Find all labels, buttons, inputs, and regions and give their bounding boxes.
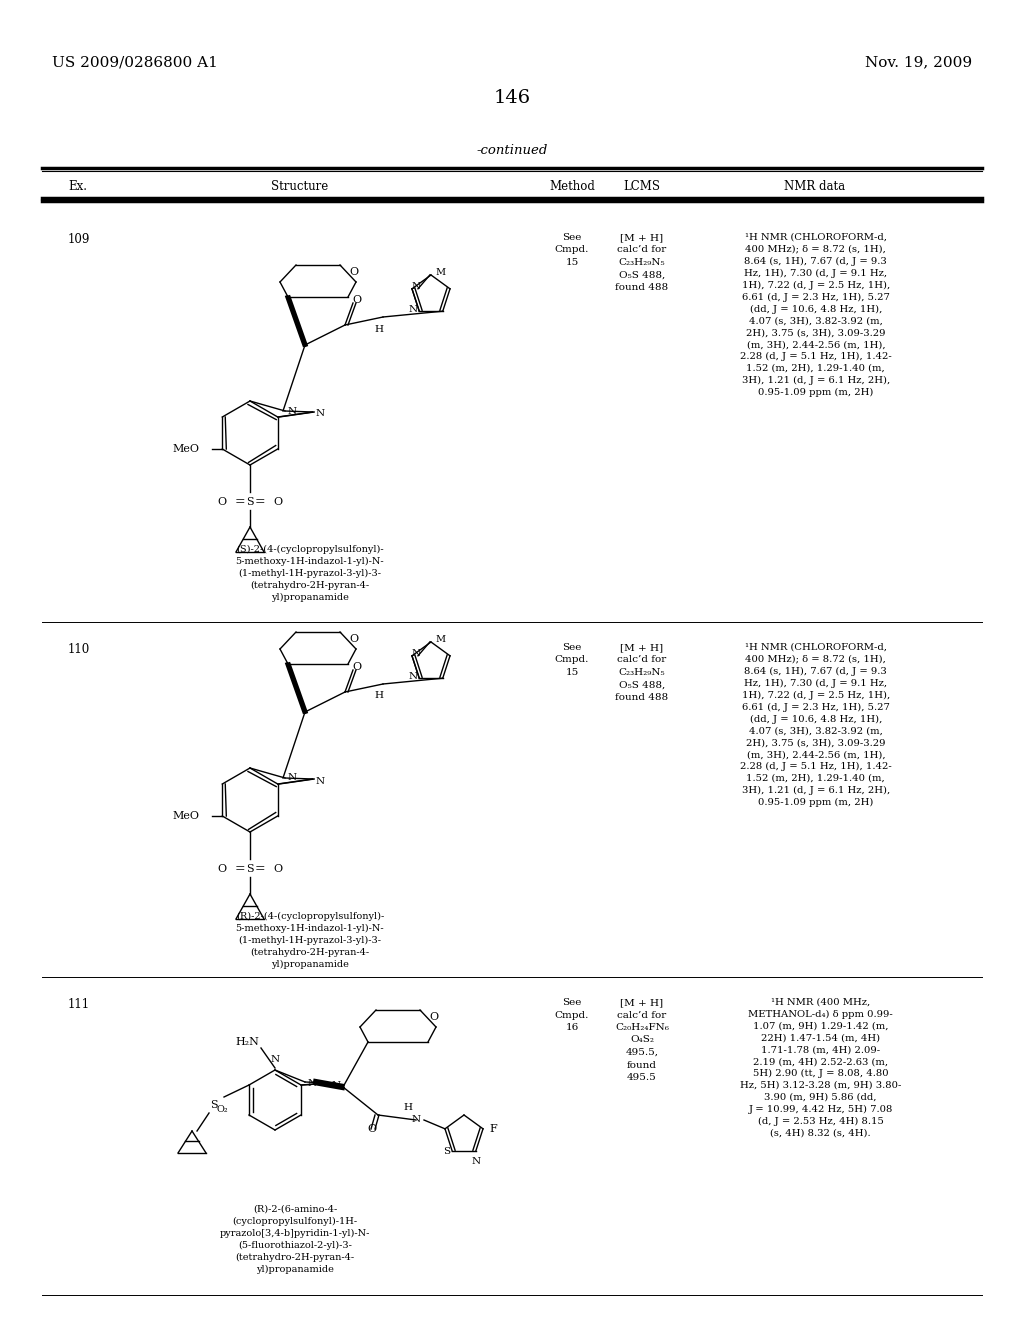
Text: O: O (273, 498, 283, 507)
Text: ¹H NMR (400 MHz,
METHANOL-d₄) δ ppm 0.99-
1.07 (m, 9H) 1.29-1.42 (m,
22H) 1.47-1: ¹H NMR (400 MHz, METHANOL-d₄) δ ppm 0.99… (740, 998, 901, 1138)
Text: US 2009/0286800 A1: US 2009/0286800 A1 (52, 55, 218, 69)
Text: =: = (255, 862, 265, 875)
Text: O₂: O₂ (216, 1106, 227, 1114)
Text: 146: 146 (494, 88, 530, 107)
Text: 111: 111 (68, 998, 90, 1011)
Text: Nov. 19, 2009: Nov. 19, 2009 (865, 55, 972, 69)
Text: MeO: MeO (173, 810, 200, 821)
Text: M: M (435, 268, 445, 277)
Text: =: = (234, 862, 246, 875)
Text: O: O (217, 865, 226, 874)
Text: LCMS: LCMS (624, 180, 660, 193)
Text: N: N (270, 1056, 280, 1064)
Text: O: O (273, 865, 283, 874)
Text: N: N (412, 1114, 421, 1123)
Text: MeO: MeO (173, 444, 200, 454)
Text: N: N (412, 282, 421, 292)
Text: S: S (246, 498, 254, 507)
Text: O: O (368, 1125, 377, 1134)
Text: =: = (255, 495, 265, 508)
Text: H: H (375, 692, 384, 701)
Text: S: S (246, 865, 254, 874)
Text: See
Cmpd.
15: See Cmpd. 15 (555, 234, 589, 267)
Text: NMR data: NMR data (784, 180, 846, 193)
Text: See
Cmpd.
16: See Cmpd. 16 (555, 998, 589, 1032)
Text: N: N (315, 776, 325, 785)
Text: (S)-2-(4-(cyclopropylsulfonyl)-
5-methoxy-1H-indazol-1-yl)-N-
(1-methyl-1H-pyraz: (S)-2-(4-(cyclopropylsulfonyl)- 5-methox… (236, 545, 384, 602)
Text: H: H (403, 1104, 413, 1113)
Text: [M + H]
calc’d for
C₂₀H₂₄FN₆
O₄S₂
495.5,
found
495.5: [M + H] calc’d for C₂₀H₂₄FN₆ O₄S₂ 495.5,… (615, 998, 669, 1082)
Text: N: N (332, 1081, 341, 1089)
Text: [M + H]
calc’d for
C₂₃H₂₉N₅
O₅S 488,
found 488: [M + H] calc’d for C₂₃H₂₉N₅ O₅S 488, fou… (615, 234, 669, 292)
Text: N: N (315, 409, 325, 418)
Text: N: N (307, 1080, 316, 1089)
Text: ¹H NMR (CHLOROFORM-d,
400 MHz); δ = 8.72 (s, 1H),
8.64 (s, 1H), 7.67 (d, J = 9.3: ¹H NMR (CHLOROFORM-d, 400 MHz); δ = 8.72… (740, 234, 892, 397)
Text: N: N (288, 774, 297, 783)
Text: O: O (349, 634, 358, 644)
Text: -continued: -continued (476, 144, 548, 157)
Text: N: N (412, 649, 421, 659)
Text: H: H (375, 325, 384, 334)
Text: (R)-2-(6-amino-4-
(cyclopropylsulfonyl)-1H-
pyrazolo[3,4-b]pyridin-1-yl)-N-
(5-f: (R)-2-(6-amino-4- (cyclopropylsulfonyl)-… (220, 1205, 371, 1274)
Text: 110: 110 (68, 643, 90, 656)
Text: 109: 109 (68, 234, 90, 246)
Text: O: O (352, 294, 361, 305)
Text: O: O (349, 267, 358, 277)
Text: O: O (217, 498, 226, 507)
Text: N: N (409, 672, 418, 681)
Text: N: N (471, 1156, 480, 1166)
Text: H₂N: H₂N (236, 1038, 259, 1047)
Text: S: S (210, 1100, 218, 1110)
Text: [M + H]
calc’d for
C₂₃H₂₉N₅
O₅S 488,
found 488: [M + H] calc’d for C₂₃H₂₉N₅ O₅S 488, fou… (615, 643, 669, 702)
Text: =: = (234, 495, 246, 508)
Text: Method: Method (549, 180, 595, 193)
Text: ¹H NMR (CHLOROFORM-d,
400 MHz); δ = 8.72 (s, 1H),
8.64 (s, 1H), 7.67 (d, J = 9.3: ¹H NMR (CHLOROFORM-d, 400 MHz); δ = 8.72… (740, 643, 892, 807)
Text: O: O (429, 1012, 438, 1022)
Text: (R)-2-(4-(cyclopropylsulfonyl)-
5-methoxy-1H-indazol-1-yl)-N-
(1-methyl-1H-pyraz: (R)-2-(4-(cyclopropylsulfonyl)- 5-methox… (236, 912, 384, 969)
Text: Structure: Structure (271, 180, 329, 193)
Text: O: O (352, 663, 361, 672)
Text: See
Cmpd.
15: See Cmpd. 15 (555, 643, 589, 677)
Text: F: F (489, 1123, 497, 1134)
Text: N: N (409, 305, 418, 314)
Text: N: N (288, 407, 297, 416)
Text: Ex.: Ex. (68, 180, 87, 193)
Text: S: S (442, 1147, 450, 1156)
Text: M: M (435, 635, 445, 644)
